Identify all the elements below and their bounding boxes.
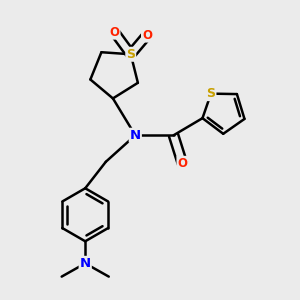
Text: N: N (130, 129, 141, 142)
Text: O: O (142, 28, 152, 42)
Text: S: S (126, 48, 135, 61)
Text: S: S (206, 87, 215, 100)
Text: O: O (110, 26, 120, 39)
Text: O: O (177, 157, 188, 170)
Text: N: N (80, 257, 91, 270)
